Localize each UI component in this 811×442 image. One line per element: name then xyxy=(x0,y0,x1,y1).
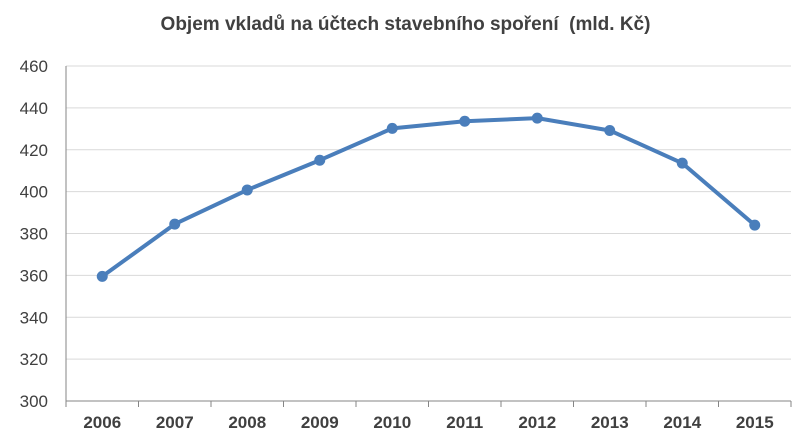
x-tick-label: 2015 xyxy=(736,413,774,432)
x-tick-label: 2011 xyxy=(446,413,483,432)
x-tick-label: 2009 xyxy=(301,413,339,432)
series-layer xyxy=(96,112,761,282)
data-point xyxy=(604,124,616,136)
data-point xyxy=(749,219,761,231)
data-point xyxy=(314,154,326,166)
data-point xyxy=(386,122,398,134)
y-tick-label: 440 xyxy=(20,99,48,118)
y-tick-label: 400 xyxy=(20,183,48,202)
x-tick-label: 2014 xyxy=(663,413,701,432)
data-point xyxy=(241,184,253,196)
y-tick-label: 300 xyxy=(20,392,48,411)
series-line xyxy=(100,116,757,279)
x-axis-ticks: 2006 2007 2008 2009 2010 2011 2012 2013 2014 2015 xyxy=(65,401,792,432)
chart-title: Objem vkladů na účtech stavebního spořen… xyxy=(160,14,651,35)
y-tick-label: 460 xyxy=(20,57,48,76)
x-tick-label: 2010 xyxy=(373,413,411,432)
data-point xyxy=(676,157,688,169)
y-tick-label: 360 xyxy=(20,266,48,285)
data-point xyxy=(96,270,108,282)
x-tick-label: 2006 xyxy=(83,413,121,432)
gridlines xyxy=(65,65,791,402)
data-point xyxy=(531,112,543,124)
x-tick-label: 2013 xyxy=(591,413,629,432)
y-tick-label: 420 xyxy=(20,141,48,160)
x-tick-label: 2008 xyxy=(228,413,266,432)
y-tick-label: 380 xyxy=(20,225,48,244)
data-point xyxy=(459,115,471,127)
data-point xyxy=(169,218,181,230)
y-tick-label: 320 xyxy=(20,350,48,369)
x-tick-label: 2012 xyxy=(518,413,556,432)
x-tick-label: 2007 xyxy=(156,413,194,432)
y-axis-ticks: 300 320 340 360 380 400 420 440 460 xyxy=(20,57,48,411)
y-tick-label: 340 xyxy=(20,308,48,327)
